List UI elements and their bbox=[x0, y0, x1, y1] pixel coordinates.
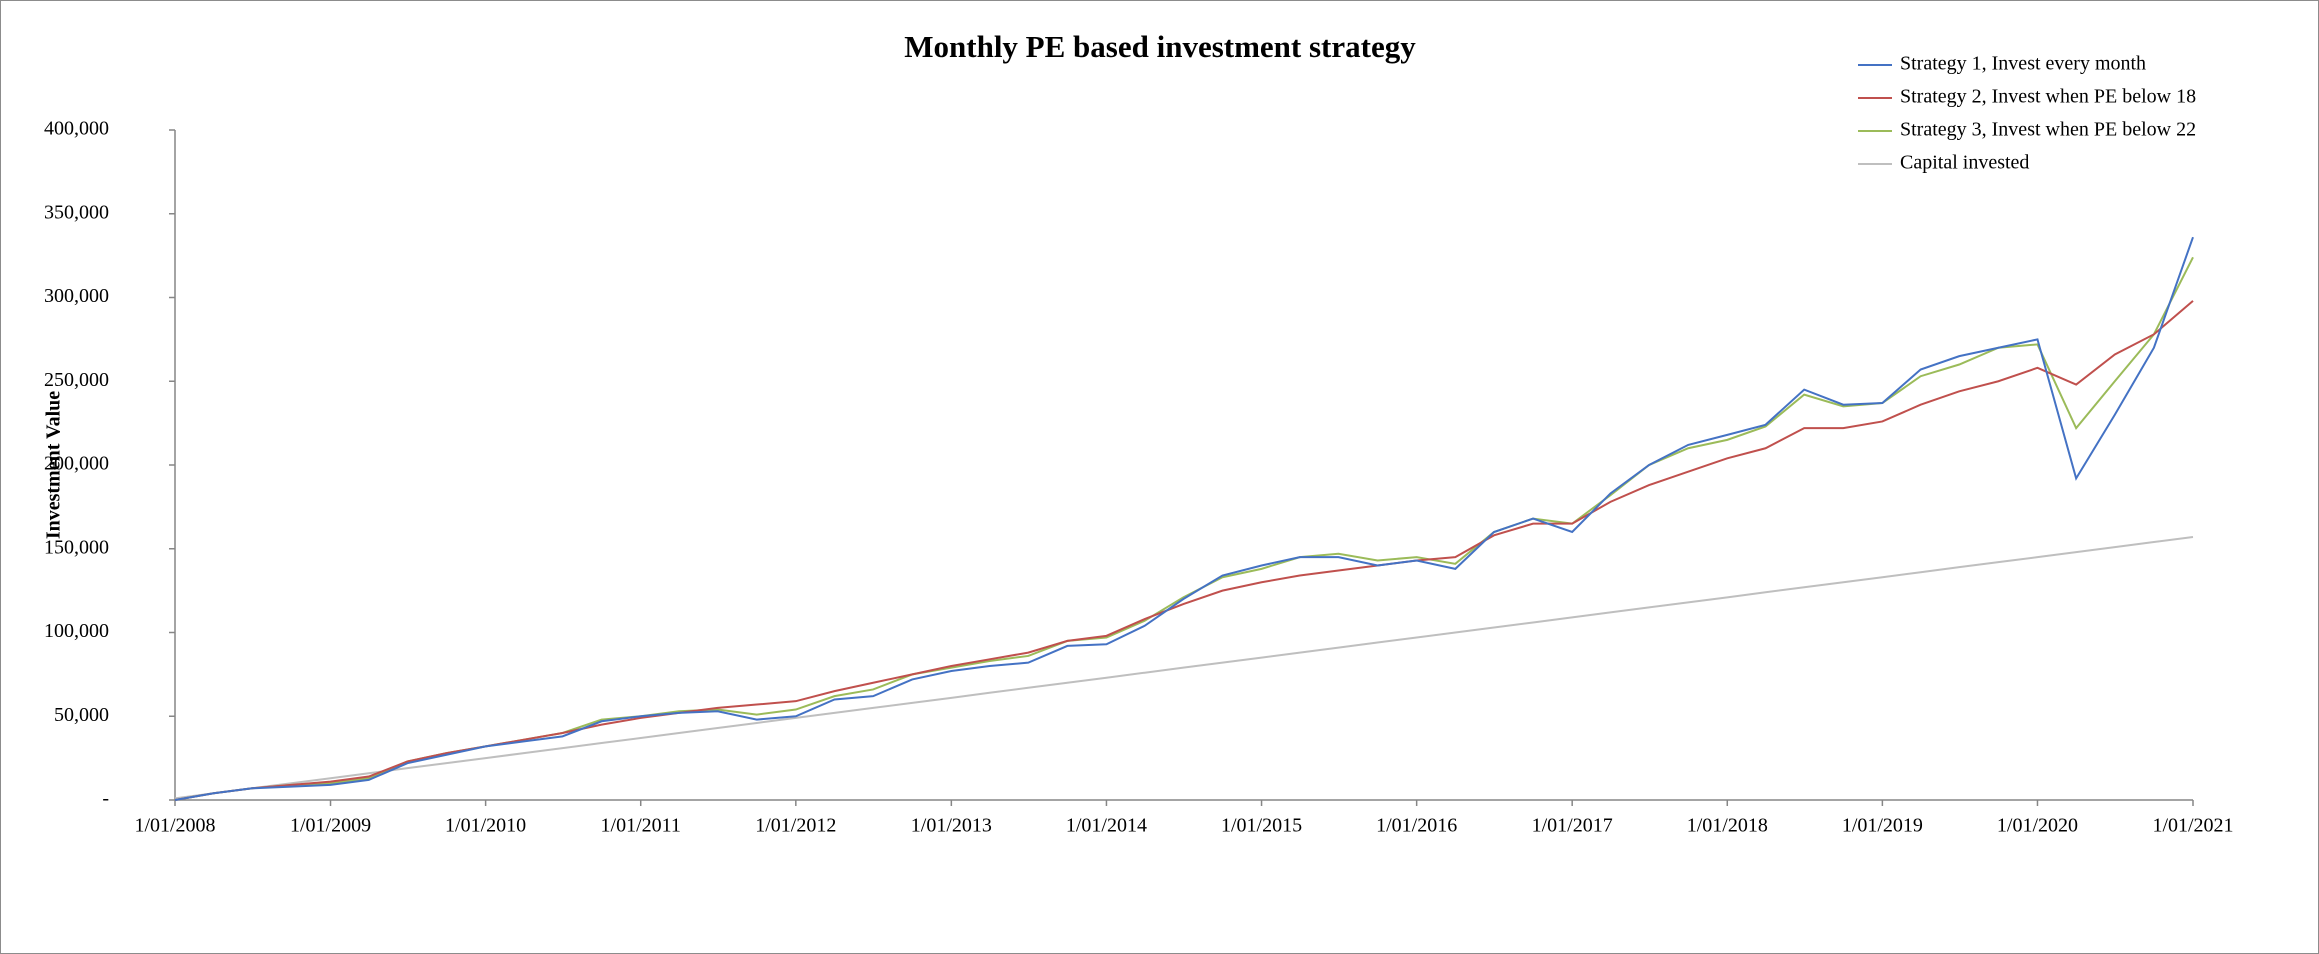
x-tick-label: 1/01/2021 bbox=[2152, 815, 2233, 837]
line-series bbox=[174, 536, 2194, 800]
y-tick-label: 350,000 bbox=[44, 201, 109, 223]
y-tick-label: 150,000 bbox=[44, 536, 109, 558]
x-tick-label: 1/01/2014 bbox=[1066, 815, 1147, 837]
x-tick-label: 1/01/2012 bbox=[755, 815, 836, 837]
x-tick-label: 1/01/2019 bbox=[1842, 815, 1923, 837]
y-tick-label: - bbox=[102, 788, 109, 810]
y-tick-label: 250,000 bbox=[44, 369, 109, 391]
legend-label: Strategy 3, Invest when PE below 22 bbox=[1900, 119, 2196, 141]
y-tick-label: 100,000 bbox=[44, 620, 109, 642]
x-tick-label: 1/01/2015 bbox=[1221, 815, 1302, 837]
legend-label: Strategy 2, Invest when PE below 18 bbox=[1900, 86, 2196, 108]
legend-label: Capital invested bbox=[1900, 152, 2029, 174]
legend-label: Strategy 1, Invest every month bbox=[1900, 53, 2146, 75]
line-series bbox=[174, 236, 2194, 801]
x-tick-label: 1/01/2010 bbox=[445, 815, 526, 837]
x-tick-label: 1/01/2018 bbox=[1687, 815, 1768, 837]
y-tick-label: 400,000 bbox=[44, 118, 109, 140]
x-tick-label: 1/01/2013 bbox=[911, 815, 992, 837]
x-tick-label: 1/01/2011 bbox=[601, 815, 681, 837]
x-tick-label: 1/01/2009 bbox=[290, 815, 371, 837]
y-tick-label: 300,000 bbox=[44, 285, 109, 307]
chart-title: Monthly PE based investment strategy bbox=[904, 29, 1416, 64]
y-axis-label: Investment Value bbox=[43, 391, 65, 539]
y-tick-label: 200,000 bbox=[44, 453, 109, 475]
x-tick-label: 1/01/2020 bbox=[1997, 815, 2078, 837]
x-tick-label: 1/01/2008 bbox=[134, 815, 215, 837]
x-tick-label: 1/01/2016 bbox=[1376, 815, 1457, 837]
y-tick-label: 50,000 bbox=[54, 704, 109, 726]
x-tick-label: 1/01/2017 bbox=[1532, 815, 1613, 837]
line-series bbox=[174, 300, 2194, 801]
